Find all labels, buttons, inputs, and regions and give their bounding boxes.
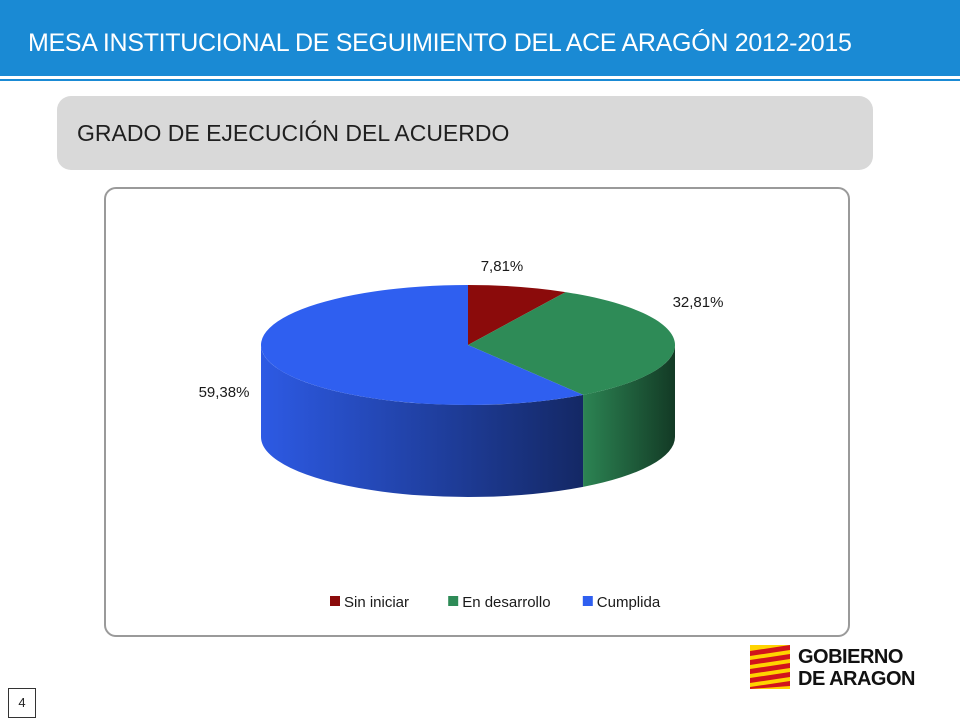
page-number: 4 <box>8 688 36 718</box>
pie-slice-en-desarrollo <box>468 292 675 395</box>
page-title: MESA INSTITUCIONAL DE SEGUIMIENTO DEL AC… <box>28 29 852 57</box>
legend-label-sin-iniciar: Sin iniciar <box>344 594 409 611</box>
gobierno-aragon-logo: GOBIERNO DE ARAGON <box>750 645 940 691</box>
logo-line-2: DE ARAGON <box>798 668 915 690</box>
pie-slice-sin-iniciar <box>468 285 566 345</box>
logo-line-1: GOBIERNO <box>798 646 903 668</box>
data-label-cumplida: 59,38% <box>199 384 250 401</box>
logo-wordmark: GOBIERNO DE ARAGON <box>798 646 915 690</box>
legend-swatch-cumplida <box>582 596 593 606</box>
pie-chart: 7,81% 32,81% 59,38% Sin iniciar En desarroll… <box>199 258 724 611</box>
pie-side-en-desarrollo <box>583 345 675 487</box>
legend-label-en-desarrollo: En desarrollo <box>462 594 550 611</box>
section-header: GRADO DE EJECUCIÓN DEL ACUERDO <box>57 96 873 170</box>
header-divider <box>0 79 960 81</box>
header-bar: MESA INSTITUCIONAL DE SEGUIMIENTO DEL AC… <box>0 0 960 76</box>
aragon-flag-icon <box>750 645 790 689</box>
data-label-sin-iniciar: 7,81% <box>481 258 524 275</box>
data-label-en-desarrollo: 32,81% <box>673 294 724 311</box>
legend-swatch-sin-iniciar <box>330 596 340 606</box>
section-title: GRADO DE EJECUCIÓN DEL ACUERDO <box>77 120 510 146</box>
chart-panel: 7,81% 32,81% 59,38% Sin iniciar En desarroll… <box>104 187 850 637</box>
pie-slice-cumplida <box>261 285 584 405</box>
pie-side-cumplida <box>261 345 584 497</box>
legend-label-cumplida: Cumplida <box>597 594 661 611</box>
legend-swatch-en-desarrollo <box>448 596 459 606</box>
